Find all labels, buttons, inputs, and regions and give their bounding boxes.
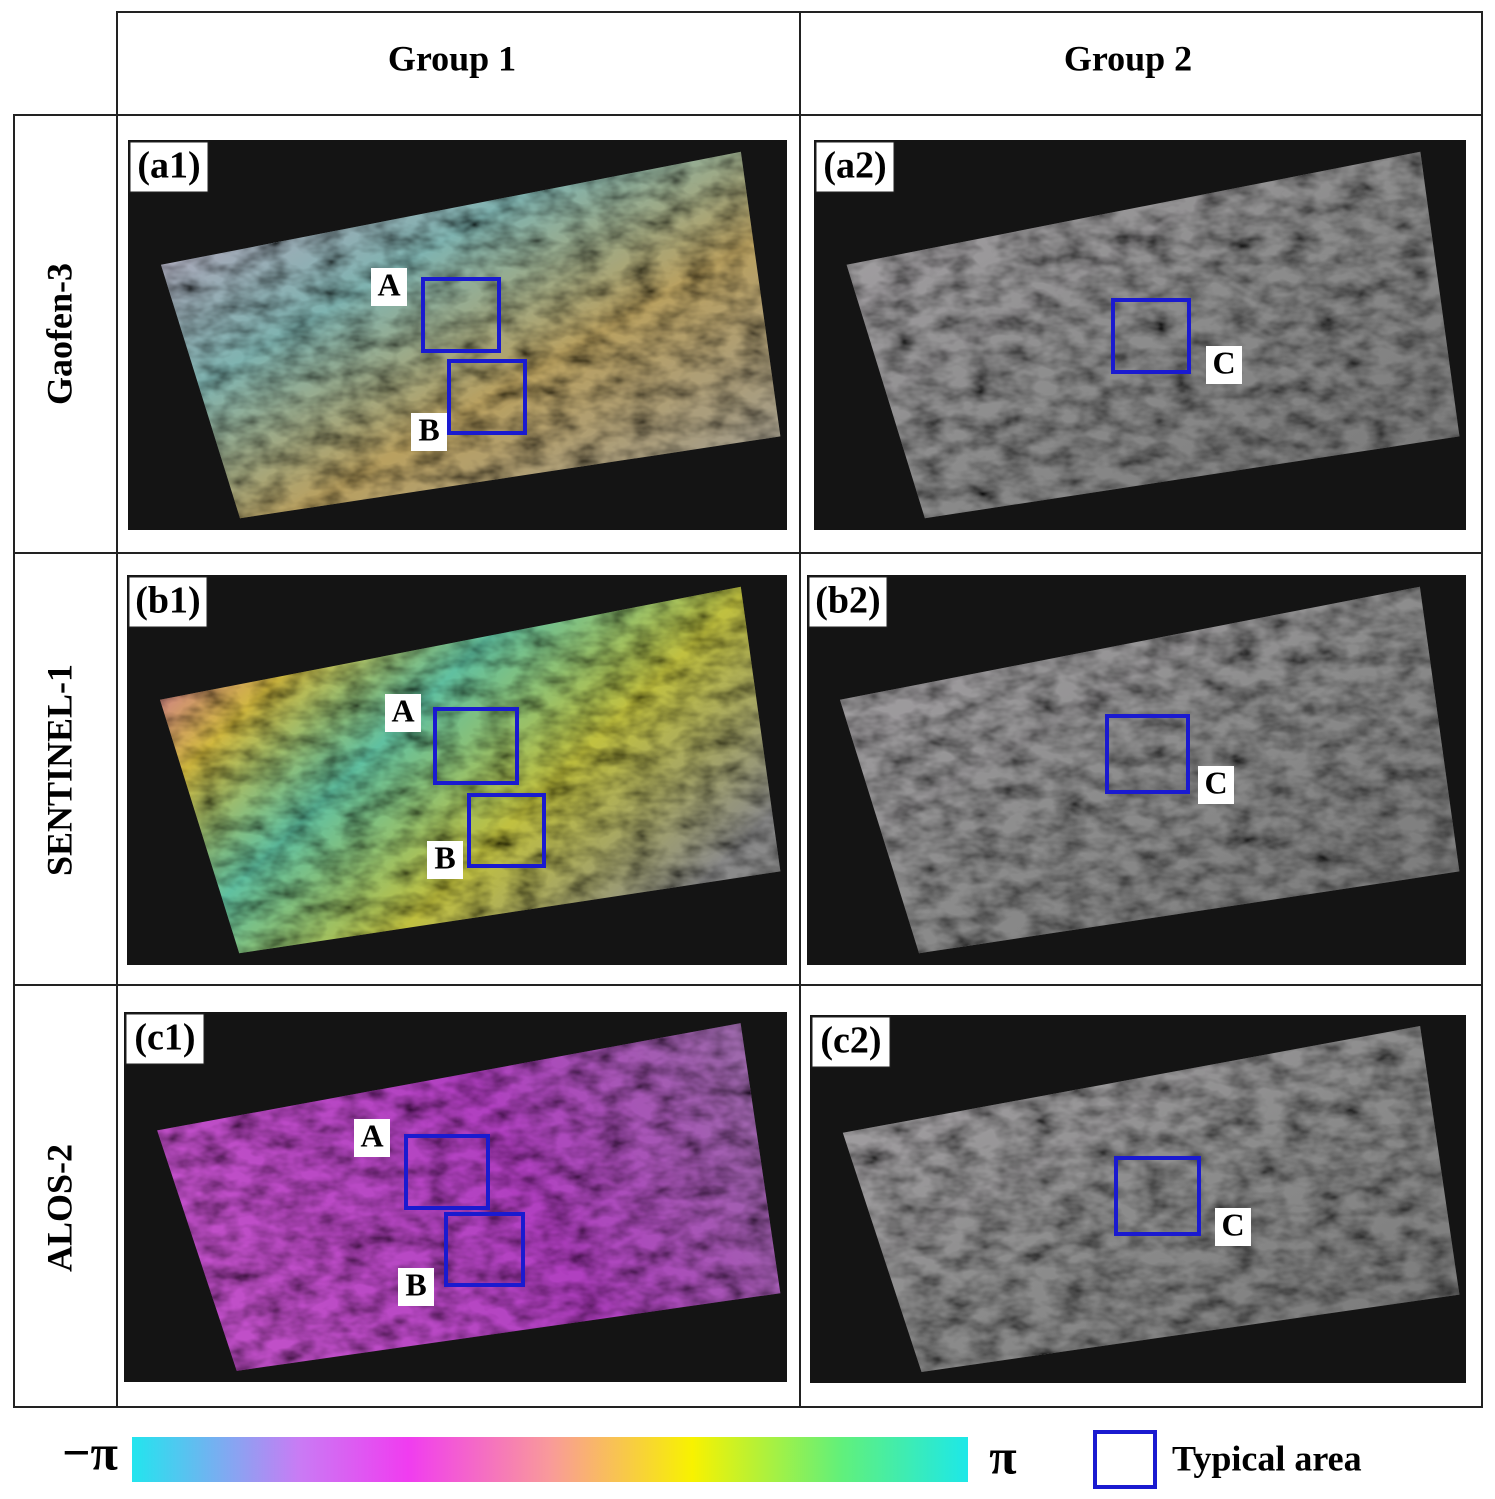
colorbar-min: −π xyxy=(62,1424,118,1480)
column-header: Group 2 xyxy=(1064,38,1192,78)
box-label: A xyxy=(360,1117,383,1153)
box-label: B xyxy=(418,411,439,447)
panel-label-bg xyxy=(128,576,208,628)
box-label-bg xyxy=(354,1119,390,1157)
panel-label: (b1) xyxy=(135,580,200,622)
box-label-bg xyxy=(1198,766,1234,804)
row-header: Gaofen-3 xyxy=(39,263,79,405)
terrain xyxy=(842,1026,1460,1372)
terrain xyxy=(846,151,1460,519)
typical-area-box xyxy=(1114,1156,1201,1236)
box-label-bg xyxy=(427,841,463,879)
panel-label-bg xyxy=(129,141,209,193)
terrain xyxy=(157,1023,781,1371)
panel-label: (c1) xyxy=(134,1017,195,1059)
panel-label-bg xyxy=(815,141,895,193)
box-label: B xyxy=(434,839,455,875)
terrain xyxy=(160,151,781,519)
panel: (c1) A B xyxy=(124,1012,787,1382)
panel: (b2) C xyxy=(807,575,1466,965)
box-label-bg xyxy=(385,694,421,732)
box-label: A xyxy=(391,692,414,728)
colorbar-max: π xyxy=(989,1428,1016,1484)
box-label: B xyxy=(405,1266,426,1302)
box-label: A xyxy=(377,266,400,302)
panel: (c2) C xyxy=(810,1015,1466,1383)
box-label-bg xyxy=(371,268,407,306)
panel: (a1) A B xyxy=(128,140,787,530)
box-label-bg xyxy=(1206,346,1242,384)
typical-area-box xyxy=(1105,714,1190,794)
column-header: Group 1 xyxy=(388,38,516,78)
row-header: SENTINEL-1 xyxy=(39,664,79,876)
colorbar xyxy=(132,1437,968,1482)
typical-area-box xyxy=(404,1134,490,1210)
box-label-bg xyxy=(398,1268,434,1306)
row-header: ALOS-2 xyxy=(39,1144,79,1272)
terrain xyxy=(839,586,1460,954)
panel-label-bg xyxy=(125,1013,205,1065)
box-label: C xyxy=(1212,344,1235,380)
legend-swatch xyxy=(1093,1430,1157,1489)
typical-area-box xyxy=(421,277,501,353)
panel-label: (b2) xyxy=(815,580,880,622)
terrain xyxy=(160,586,781,954)
box-label-bg xyxy=(411,413,447,451)
panel: (a2) C xyxy=(814,140,1466,530)
panel-label-bg xyxy=(811,1016,891,1068)
panel-label: (a2) xyxy=(823,145,886,187)
typical-area-box xyxy=(447,359,527,435)
typical-area-box xyxy=(444,1212,525,1287)
typical-area-box xyxy=(467,793,546,868)
box-label: C xyxy=(1221,1206,1244,1242)
grid-frame xyxy=(13,11,1483,1408)
panel-label: (a1) xyxy=(137,145,200,187)
legend-label: Typical area xyxy=(1172,1438,1362,1478)
typical-area-box xyxy=(1111,298,1191,374)
panel: (b1) A B xyxy=(127,575,787,965)
panel-label-bg xyxy=(808,576,888,628)
box-label: C xyxy=(1204,764,1227,800)
panel-label: (c2) xyxy=(820,1020,881,1062)
box-label-bg xyxy=(1215,1208,1251,1246)
typical-area-box xyxy=(433,707,519,785)
